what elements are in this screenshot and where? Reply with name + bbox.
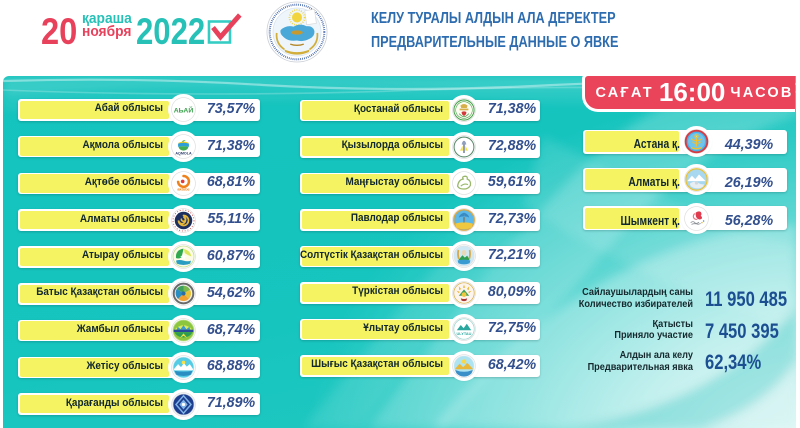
svg-text:AQMOLA: AQMOLA bbox=[175, 151, 192, 155]
svg-text:ULYTAU: ULYTAU bbox=[457, 332, 472, 336]
svg-text:АЬАЙ: АЬАЙ bbox=[173, 106, 193, 115]
svg-text:aktobe: aktobe bbox=[177, 187, 189, 191]
